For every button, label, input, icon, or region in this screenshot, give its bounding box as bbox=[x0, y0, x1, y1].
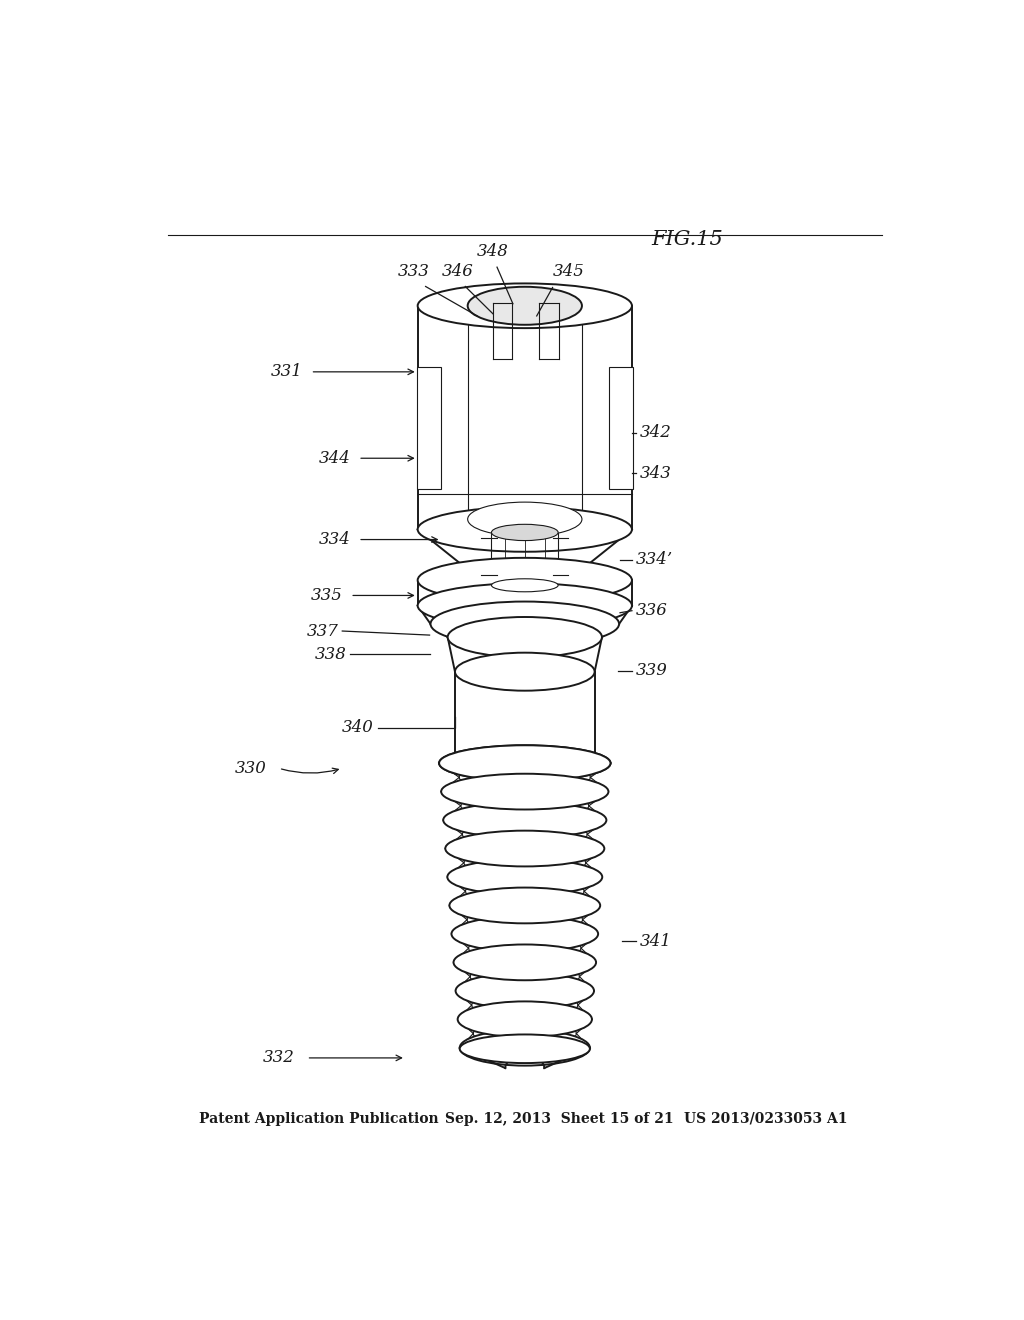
Ellipse shape bbox=[430, 602, 620, 647]
Ellipse shape bbox=[455, 652, 595, 690]
Ellipse shape bbox=[443, 803, 606, 838]
Ellipse shape bbox=[460, 1030, 590, 1065]
Ellipse shape bbox=[470, 964, 580, 989]
Ellipse shape bbox=[461, 793, 589, 818]
Ellipse shape bbox=[481, 565, 568, 595]
Text: 337: 337 bbox=[306, 623, 338, 639]
Ellipse shape bbox=[450, 887, 600, 924]
Ellipse shape bbox=[418, 583, 632, 628]
Text: Patent Application Publication: Patent Application Publication bbox=[200, 1111, 439, 1126]
Text: Sep. 12, 2013  Sheet 15 of 21: Sep. 12, 2013 Sheet 15 of 21 bbox=[445, 1111, 674, 1126]
Ellipse shape bbox=[439, 746, 610, 781]
Text: US 2013/0233053 A1: US 2013/0233053 A1 bbox=[684, 1111, 847, 1126]
Text: 348: 348 bbox=[477, 243, 509, 260]
Ellipse shape bbox=[439, 746, 610, 781]
Ellipse shape bbox=[492, 578, 558, 591]
Text: 333: 333 bbox=[397, 264, 430, 280]
Ellipse shape bbox=[469, 936, 581, 961]
Ellipse shape bbox=[466, 879, 584, 904]
Ellipse shape bbox=[460, 1035, 590, 1063]
Ellipse shape bbox=[463, 822, 587, 847]
Ellipse shape bbox=[418, 284, 632, 329]
Text: 340: 340 bbox=[342, 719, 374, 737]
Text: 345: 345 bbox=[553, 264, 585, 280]
Ellipse shape bbox=[458, 1002, 592, 1038]
Text: 334: 334 bbox=[318, 531, 350, 548]
Text: 341: 341 bbox=[640, 932, 672, 949]
Text: 338: 338 bbox=[314, 645, 346, 663]
Text: 344: 344 bbox=[318, 450, 350, 467]
Ellipse shape bbox=[467, 907, 583, 932]
Text: 343: 343 bbox=[640, 465, 672, 482]
Ellipse shape bbox=[492, 524, 558, 541]
Ellipse shape bbox=[468, 502, 582, 536]
Ellipse shape bbox=[468, 286, 582, 325]
Text: FIG.15: FIG.15 bbox=[652, 230, 724, 249]
Ellipse shape bbox=[464, 850, 586, 875]
Text: 335: 335 bbox=[310, 587, 342, 605]
Text: 339: 339 bbox=[636, 663, 668, 680]
Ellipse shape bbox=[447, 859, 602, 895]
Text: 332: 332 bbox=[263, 1049, 295, 1067]
Bar bbox=[609, 367, 633, 488]
Ellipse shape bbox=[473, 1020, 577, 1045]
Text: 346: 346 bbox=[441, 264, 473, 280]
Bar bbox=[417, 367, 440, 488]
Ellipse shape bbox=[454, 945, 596, 981]
Ellipse shape bbox=[418, 558, 632, 602]
Ellipse shape bbox=[472, 993, 578, 1018]
Text: 334’: 334’ bbox=[636, 552, 673, 569]
Ellipse shape bbox=[447, 616, 602, 657]
Ellipse shape bbox=[445, 830, 604, 866]
Text: 336: 336 bbox=[636, 602, 668, 619]
Ellipse shape bbox=[418, 507, 632, 552]
Text: 342: 342 bbox=[640, 424, 672, 441]
Ellipse shape bbox=[459, 764, 591, 789]
Ellipse shape bbox=[441, 774, 608, 809]
Ellipse shape bbox=[456, 973, 594, 1008]
Text: 330: 330 bbox=[234, 760, 267, 776]
Text: 331: 331 bbox=[270, 363, 303, 380]
Ellipse shape bbox=[452, 916, 598, 952]
